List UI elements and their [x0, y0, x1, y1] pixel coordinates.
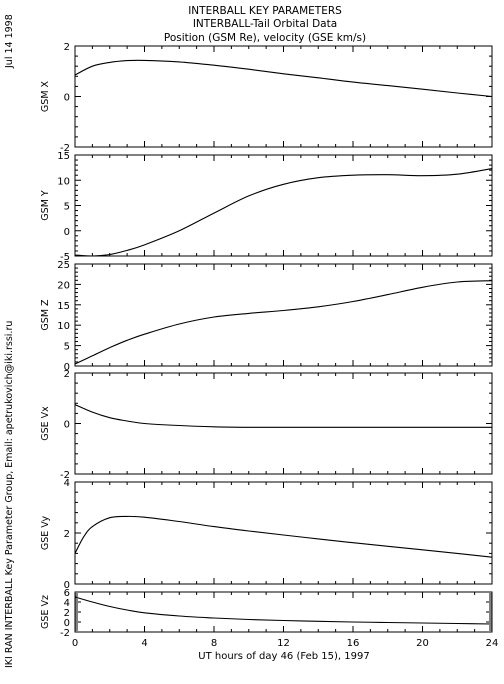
x-tick-label: 4 [141, 638, 147, 649]
gse-vx-ytick-label: 2 [64, 369, 70, 380]
x-tick-label: 12 [277, 638, 290, 649]
gsm-x-ytick-label: 2 [64, 42, 70, 53]
gsm-z-series-line [74, 280, 493, 365]
gsm-y-ylabel: GSM Y [40, 190, 51, 221]
gsm-y-ytick-label: 0 [64, 227, 70, 238]
gsm-z-ytick-label: 15 [57, 301, 70, 312]
gse-vz-ytick-label: -2 [60, 628, 70, 639]
credit-text: IKI RAN INTERBALL Key Parameter Group, E… [4, 321, 15, 668]
gse-vx-frame [74, 372, 493, 475]
x-tick-label: 8 [211, 638, 217, 649]
gsm-z-ytick-label: 5 [64, 342, 70, 353]
chart-units: Position (GSM Re), velocity (GSE km/s) [164, 32, 366, 44]
chart-title: INTERBALL KEY PARAMETERS [188, 5, 342, 17]
gsm-z-ytick-label: 25 [57, 260, 70, 271]
gsm-z-ylabel: GSM Z [40, 299, 51, 331]
gsm-y-ytick-label: 5 [64, 202, 70, 213]
gsm-z-ytick-label: 10 [57, 321, 70, 332]
gsm-y-ytick-label: 10 [57, 176, 70, 187]
gse-vz-ytick-label: 4 [64, 598, 70, 609]
gsm-x-frame [74, 45, 493, 148]
gse-vz-ytick-label: 6 [64, 588, 70, 599]
x-axis-label: UT hours of day 46 (Feb 15), 1997 [198, 651, 369, 662]
gse-vx-ytick-label: 0 [64, 420, 70, 431]
gsm-z-frame [74, 263, 493, 367]
gse-vx-series-line [74, 404, 492, 428]
gsm-y-ytick-label: 15 [57, 151, 70, 162]
gsm-y-frame [74, 154, 493, 257]
gse-vy-series-line [74, 515, 493, 558]
gse-vz-series-line [74, 596, 493, 625]
gsm-x-series-line [74, 59, 493, 98]
date-stamp: Jul 14 1998 [4, 14, 15, 69]
gse-vy-ylabel: GSE Vy [40, 515, 51, 550]
gse-vx-ytick-label: -2 [60, 470, 70, 481]
gsm-x-ylabel: GSM X [40, 80, 51, 112]
gse-vy-ytick-label: 4 [64, 478, 70, 489]
gse-vz-ytick-label: 2 [64, 608, 70, 619]
gsm-z-ytick-label: 0 [64, 362, 70, 373]
gse-vz-ytick-label: 0 [64, 618, 70, 629]
chart-subtitle: INTERBALL-Tail Orbital Data [193, 18, 337, 30]
x-tick-label: 24 [486, 638, 499, 649]
x-tick-label: 20 [416, 638, 429, 649]
gsm-y-ytick-label: -5 [60, 252, 70, 263]
gsm-x-ytick-label: -2 [60, 143, 70, 154]
gsm-x-ytick-label: 0 [64, 93, 70, 104]
gsm-z-ytick-label: 20 [57, 280, 70, 291]
gsm-y-series-line [74, 168, 493, 257]
gse-vx-ylabel: GSE Vx [40, 406, 51, 441]
gse-vy-frame [74, 481, 493, 585]
x-tick-label: 0 [72, 638, 78, 649]
gse-vy-ytick-label: 0 [64, 580, 70, 591]
x-tick-label: 16 [347, 638, 360, 649]
gse-vz-ylabel: GSE Vz [40, 595, 51, 629]
gse-vy-ytick-label: 2 [64, 529, 70, 540]
